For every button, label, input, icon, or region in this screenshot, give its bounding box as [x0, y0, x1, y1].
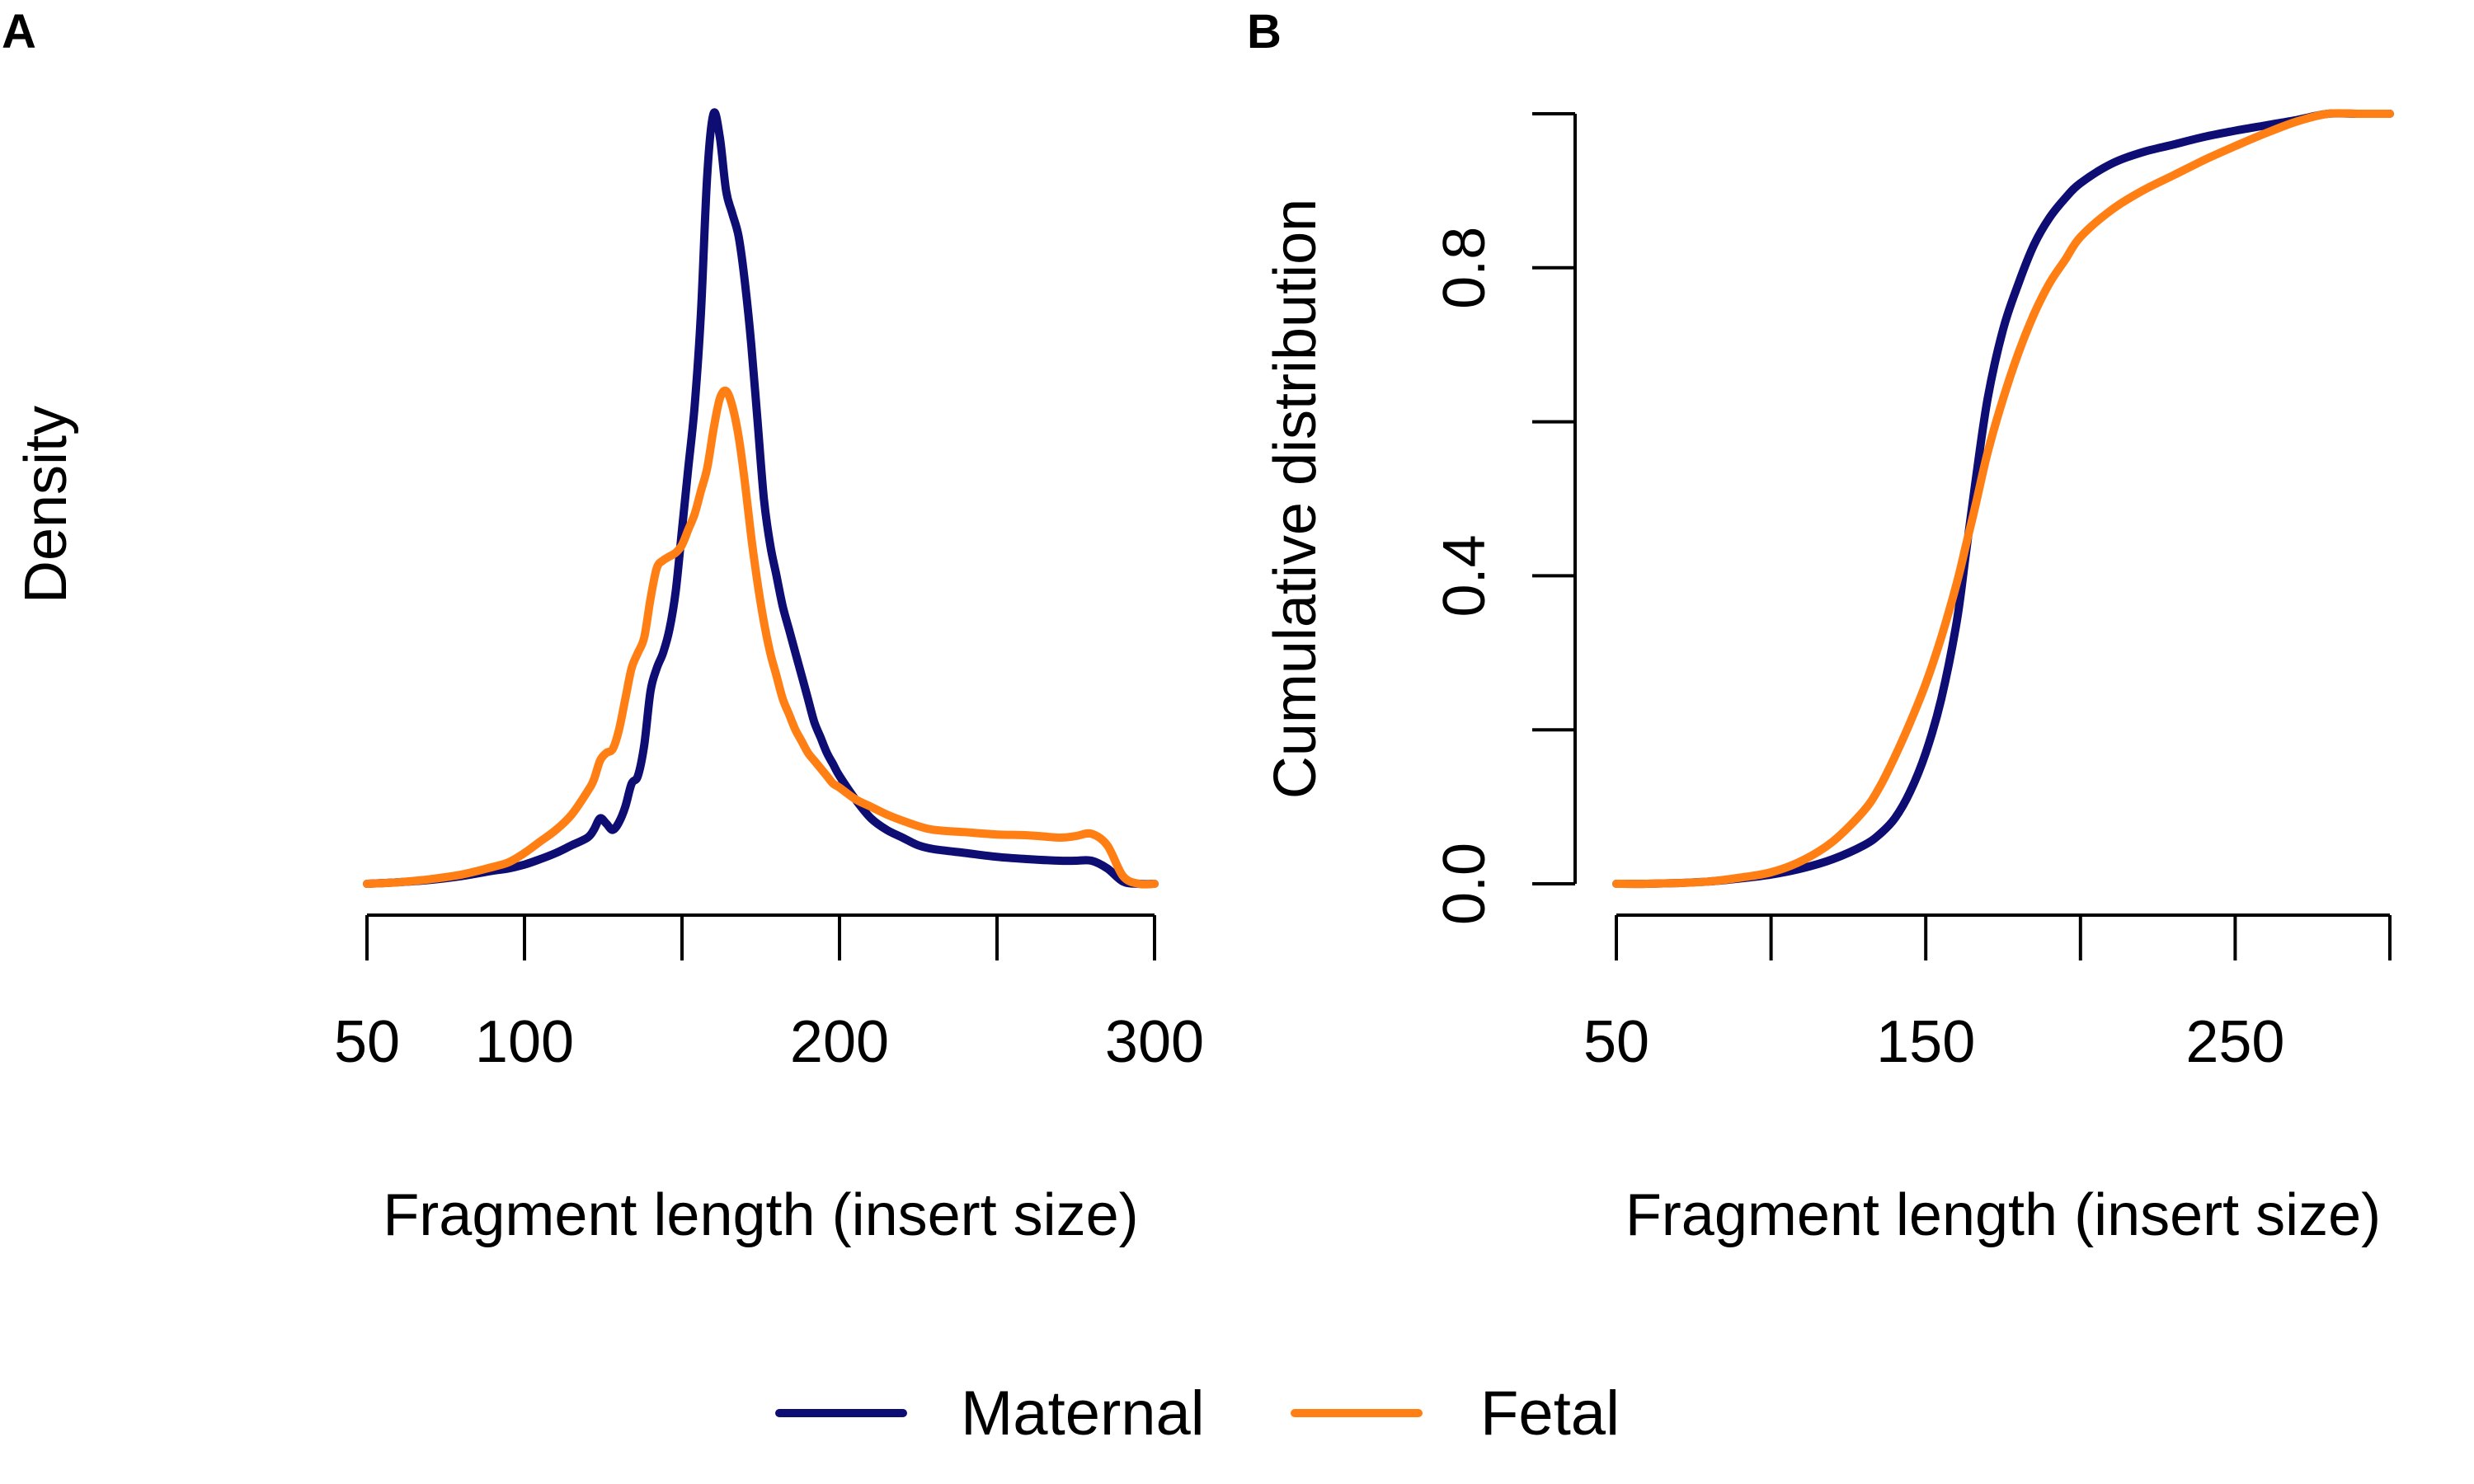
panel-a-y-axis-title: Density [13, 406, 79, 603]
panel-b-label: B [1247, 5, 1282, 59]
legend-label-maternal: Maternal [961, 1378, 1205, 1449]
panel-b-series-maternal [1612, 109, 2394, 889]
panel-a-x-tick-label: 300 [1105, 1009, 1204, 1075]
panel-b-y-tick-label: 0.0 [1432, 843, 1498, 925]
panel-b-cumulative-chart: 50 150 250 Fragment length (insert size) Cum… [1263, 109, 2394, 1248]
legend-label-fetal: Fetal [1480, 1378, 1620, 1449]
panel-a-x-tick-label: 100 [475, 1009, 574, 1075]
legend: Maternal Fetal [775, 1378, 1620, 1449]
panel-b-x-tick-label: 50 [1583, 1009, 1649, 1075]
panel-b-series-fetal [1612, 109, 2394, 889]
panel-b-y-axis-title: Cumulative distribution [1263, 199, 1329, 799]
panel-b-y-tick-label: 0.8 [1432, 227, 1498, 309]
panel-a-density-chart: 50 100 200 300 Fragment length (insert size)… [13, 108, 1204, 1248]
panel-b-x-axis-title: Fragment length (insert size) [1625, 1182, 2381, 1248]
panel-a-x-tick-label: 50 [334, 1009, 400, 1075]
panel-a-series-fetal [363, 386, 1159, 889]
panel-a-series-maternal [363, 108, 1159, 889]
panel-b-y-tick-label: 0.4 [1432, 534, 1498, 617]
panel-a-x-axis-title: Fragment length (insert size) [383, 1182, 1138, 1248]
panel-a-x-tick-label: 200 [790, 1009, 889, 1075]
panel-a-label: A [2, 5, 36, 59]
panel-b-x-tick-label: 250 [2185, 1009, 2284, 1075]
panel-b-x-tick-label: 150 [1876, 1009, 1975, 1075]
